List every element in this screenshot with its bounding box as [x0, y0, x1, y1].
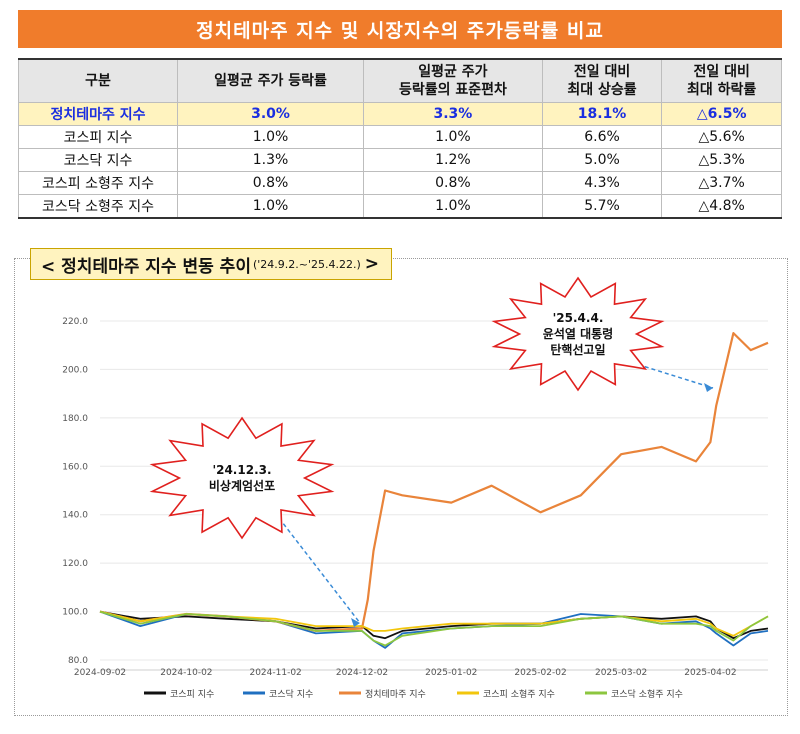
- chart-title: < 정치테마주 지수 변동 추이 ('24.9.2.~'25.4.22.) >: [30, 248, 393, 280]
- legend-label: 코스피 지수: [170, 689, 214, 700]
- table-row: 코스피 소형주 지수 0.8% 0.8% 4.3% △3.7%: [18, 171, 782, 195]
- y-tick-label: 200.0: [62, 365, 88, 375]
- page-title-banner: 정치테마주 지수 및 시장지수의 주가등락률 비교: [18, 10, 782, 48]
- x-tick-label: 2025-03-02: [595, 668, 647, 678]
- chart-title-main: < 정치테마주 지수 변동 추이: [41, 256, 251, 277]
- callout-arrowhead: [351, 618, 360, 627]
- table-cell: △4.8%: [661, 194, 782, 219]
- table-cell: 0.8%: [176, 171, 365, 195]
- y-tick-label: 120.0: [62, 559, 88, 569]
- table-cell: △5.6%: [661, 125, 782, 149]
- table-row: 정치테마주 지수 3.0% 3.3% 18.1% △6.5%: [18, 102, 782, 126]
- callout-text: '25.4.4.: [553, 311, 604, 325]
- legend-label: 정치테마주 지수: [365, 688, 426, 700]
- table-cell: 4.3%: [541, 171, 663, 195]
- table-cell: 1.2%: [363, 148, 543, 172]
- x-axis: 2024-09-02 2024-10-02 2024-11-02 2024-12-02…: [74, 668, 768, 678]
- callout-arrow: [261, 495, 361, 624]
- y-tick-label: 80.0: [68, 656, 88, 666]
- comparison-table: 구분 일평균 주가 등락률 일평균 주가 등락률의 표준편차 전일 대비 최대 상승률 전일…: [18, 58, 782, 219]
- table-cell: 코스닥 소형주 지수: [18, 194, 178, 219]
- y-tick-label: 160.0: [62, 462, 88, 472]
- legend: 코스피 지수 코스닥 지수 정치테마주 지수 코스피 소형주 지수 코스닥 소형주 지수: [144, 688, 683, 700]
- table-cell: 코스피 소형주 지수: [18, 171, 178, 195]
- callout-text: 탄핵선고일: [550, 342, 605, 357]
- chart-title-end: >: [364, 254, 380, 274]
- series-line-kospi_small: [99, 610, 769, 637]
- table-header-cell: 구분: [18, 58, 178, 103]
- callout-text: 비상계엄선포: [209, 478, 275, 493]
- table-cell: 5.7%: [541, 194, 663, 219]
- x-tick-label: 2024-12-02: [336, 668, 388, 678]
- table-cell: 18.1%: [541, 102, 663, 126]
- x-tick-label: 2025-04-02: [684, 668, 736, 678]
- callout-burst: [491, 276, 665, 392]
- table-cell: 1.0%: [176, 194, 365, 219]
- y-tick-label: 220.0: [62, 317, 88, 327]
- table-cell: △3.7%: [661, 171, 782, 195]
- y-tick-label: 140.0: [62, 511, 88, 521]
- table-cell: 1.0%: [363, 125, 543, 149]
- x-tick-label: 2024-10-02: [160, 668, 212, 678]
- table-cell: 1.0%: [363, 194, 543, 219]
- callout-text: 윤석열 대통령: [543, 326, 613, 341]
- series-line-kosdaq_small: [99, 610, 769, 647]
- y-tick-label: 100.0: [62, 608, 88, 618]
- legend-label: 코스닥 소형주 지수: [611, 689, 683, 700]
- table-row: 코스닥 소형주 지수 1.0% 1.0% 5.7% △4.8%: [18, 194, 782, 219]
- series-lines: [99, 332, 769, 649]
- callout-arrow: [597, 351, 714, 389]
- legend-label: 코스닥 지수: [269, 689, 313, 700]
- x-tick-label: 2025-02-02: [514, 668, 566, 678]
- table-cell: 1.0%: [176, 125, 365, 149]
- y-axis: 80.0 100.0 120.0 140.0 160.0 180.0 200.0 220.0: [62, 317, 768, 666]
- x-tick-label: 2024-09-02: [74, 668, 126, 678]
- y-tick-label: 180.0: [62, 414, 88, 424]
- callout-burst: [149, 416, 335, 540]
- legend-label: 코스피 소형주 지수: [483, 689, 555, 700]
- table-header-row: 구분 일평균 주가 등락률 일평균 주가 등락률의 표준편차 전일 대비 최대 상승률 전일…: [18, 58, 782, 103]
- table-cell: 코스피 지수: [18, 125, 178, 149]
- x-tick-label: 2025-01-02: [425, 668, 477, 678]
- table-cell: △6.5%: [661, 102, 782, 126]
- table-row: 코스피 지수 1.0% 1.0% 6.6% △5.6%: [18, 125, 782, 149]
- chart-panel: [14, 258, 788, 716]
- table-cell: 1.3%: [176, 148, 365, 172]
- table-cell: 0.8%: [363, 171, 543, 195]
- table-header-cell: 전일 대비 최대 하락률: [661, 58, 782, 103]
- table-cell: 정치테마주 지수: [18, 102, 178, 126]
- table-header-cell: 전일 대비 최대 상승률: [541, 58, 663, 103]
- table-header-cell: 일평균 주가 등락률의 표준편차: [363, 58, 543, 103]
- callout-arrowhead: [704, 383, 713, 392]
- chart-title-period: ('24.9.2.~'25.4.22.): [252, 257, 361, 271]
- callout-text: '24.12.3.: [212, 463, 271, 477]
- x-tick-label: 2024-11-02: [249, 668, 301, 678]
